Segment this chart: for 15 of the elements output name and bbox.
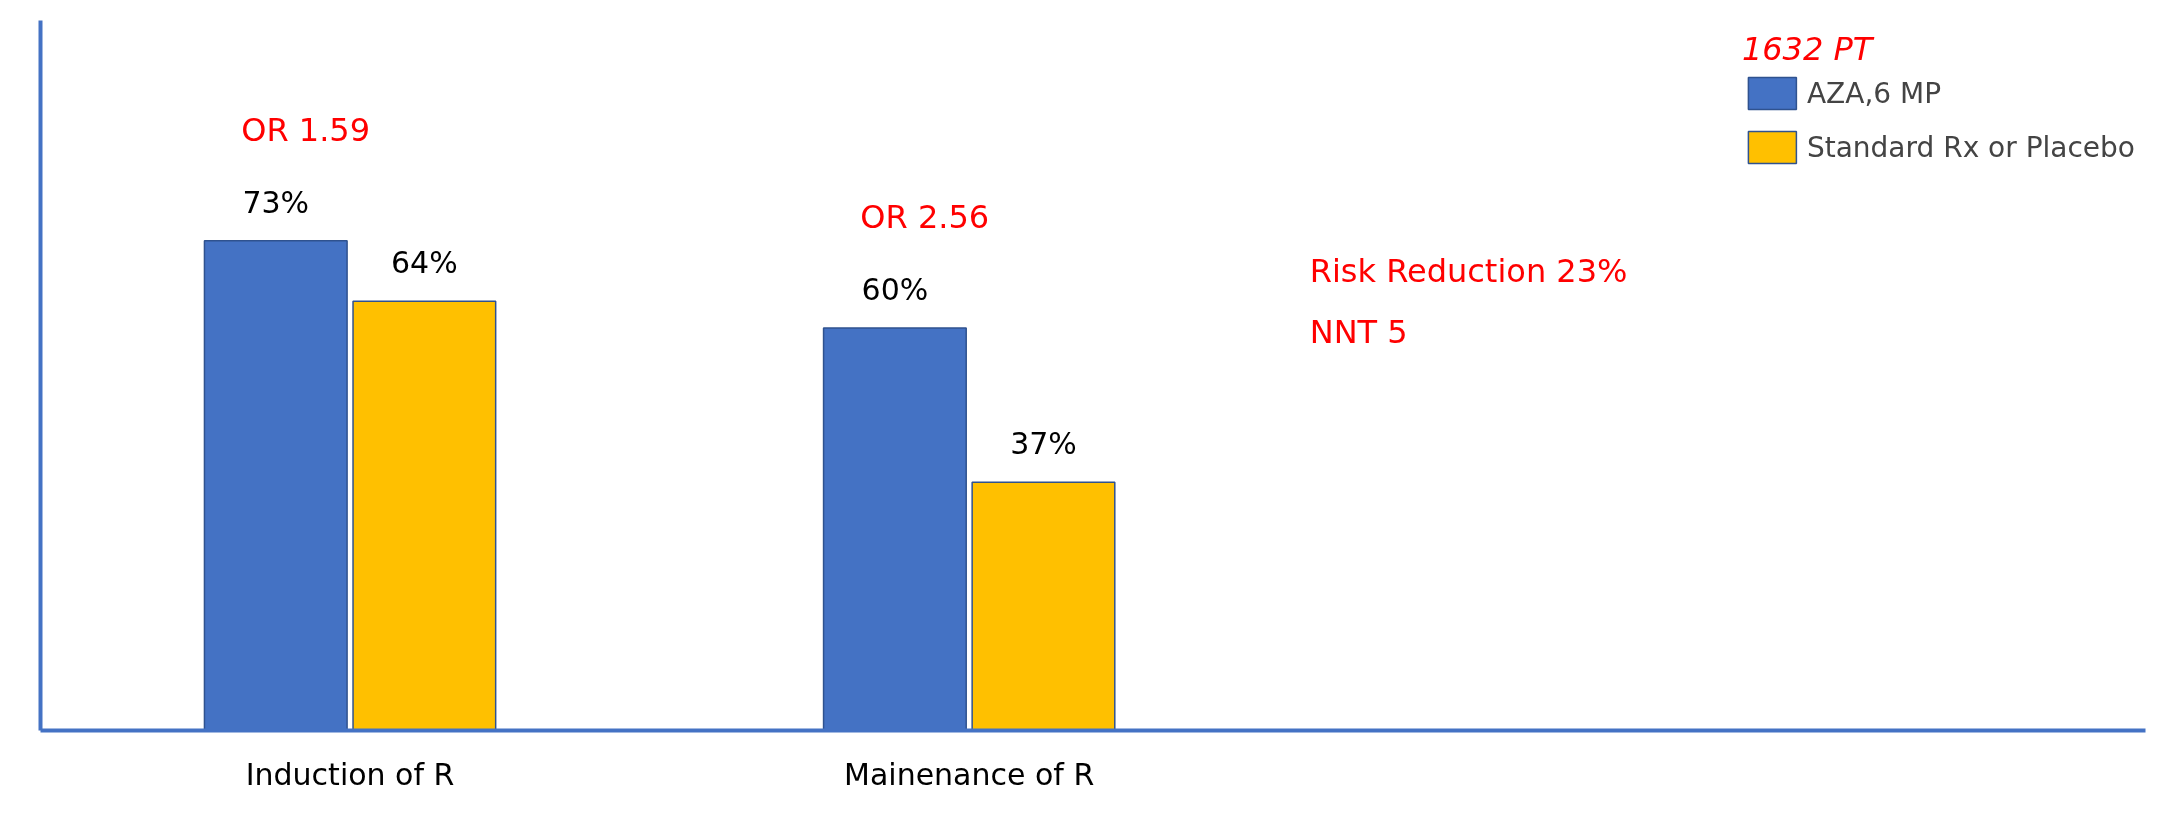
x-tick-label: Induction of R	[245, 756, 455, 792]
legend-label: Standard Rx or Placebo	[1806, 130, 2135, 164]
legend-label: AZA,6 MP	[1806, 76, 1942, 110]
legend-title: 1632 PT	[1741, 30, 1876, 68]
data-label: 73%	[242, 184, 310, 220]
text: OR 1.59	[241, 110, 371, 149]
data-label: 37%	[1010, 426, 1077, 462]
x-tick-label: Mainenance of R	[844, 756, 1095, 792]
bar	[352, 300, 497, 731]
text: OR 2.56	[860, 197, 990, 236]
data-label: 64%	[391, 244, 458, 280]
text: Risk Reduction 23%	[1309, 252, 1628, 291]
text: NNT 5	[1309, 312, 1408, 351]
bar	[971, 481, 1116, 731]
data-label: 60%	[861, 271, 929, 307]
